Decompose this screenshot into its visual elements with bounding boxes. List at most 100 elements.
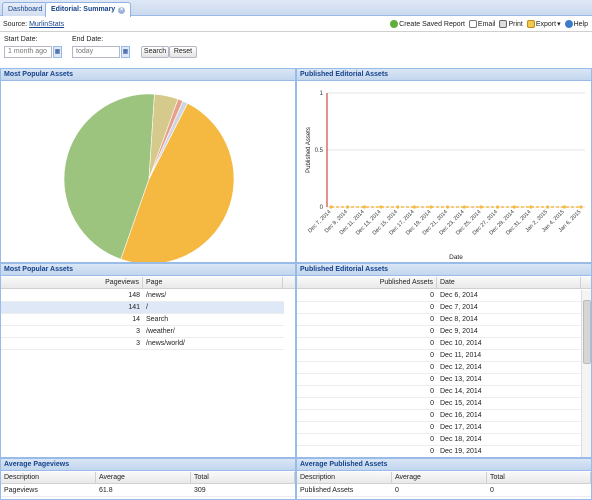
average-column-header[interactable]: Average [96,472,191,484]
pie-panel: Most Popular Assets [0,68,296,263]
tab-dashboard[interactable]: Dashboard [2,2,49,16]
data-point[interactable] [429,205,433,209]
published-assets-cell: 0 [430,328,434,335]
data-point[interactable] [479,205,483,209]
start-date-input[interactable]: 1 month ago [4,46,52,58]
y-axis-title: Published Assets [306,127,312,173]
date-column-header[interactable]: Date [437,277,581,289]
published-assets-cell: 0 [430,412,434,419]
table-row[interactable]: 0 Dec 17, 2014 [297,422,581,434]
data-point[interactable] [362,205,366,209]
y-tick-label: 0.5 [315,148,324,154]
printer-icon [499,20,508,28]
print-button[interactable]: Print [499,20,523,28]
table-row[interactable]: 0 Dec 19, 2014 [297,446,581,457]
pageviews-cell: 3 [136,328,140,335]
description-column-header[interactable]: Description [297,472,392,484]
source-link[interactable]: MurlinStats [29,21,65,28]
data-point[interactable] [329,205,333,209]
data-point[interactable] [562,205,566,209]
data-point[interactable] [379,205,383,209]
table-row[interactable]: 14 Search [1,314,284,326]
table-row[interactable]: 0 Dec 18, 2014 [297,434,581,446]
average-published-assets-panel: Average Published Assets Description Ave… [296,458,592,500]
average-cell: 0 [395,487,399,494]
create-saved-report-button[interactable]: Create Saved Report [390,20,465,28]
reset-button[interactable]: Reset [169,46,197,58]
published-assets-cell: 0 [430,448,434,455]
envelope-icon [468,20,477,28]
data-point[interactable] [462,205,466,209]
data-point[interactable] [446,205,450,209]
calendar-icon[interactable]: ▦ [121,46,130,58]
tab-dashboard-label: Dashboard [8,6,43,13]
table-row[interactable]: 3/weather/ [1,326,284,338]
data-point[interactable] [396,205,400,209]
average-published-assets-title: Average Published Assets [297,459,591,471]
description-column-header[interactable]: Description [1,472,96,484]
email-button[interactable]: Email [468,20,495,28]
help-icon [564,20,573,28]
date-cell: Dec 10, 2014 [440,340,482,347]
total-column-header[interactable]: Total [487,472,591,484]
table-row[interactable]: 0 Dec 12, 2014 [297,362,581,374]
data-point[interactable] [546,205,550,209]
description-cell: Pageviews [4,487,38,494]
pie-slice[interactable] [148,100,188,180]
tab-editorial-summary-label: Editorial: Summary [51,6,116,13]
close-icon[interactable]: × [118,7,126,14]
pageviews-column-header[interactable]: Pageviews [1,277,143,289]
export-button[interactable]: Export ▾ [526,20,561,28]
table-row[interactable]: 0 Dec 9, 2014 [297,326,581,338]
grid-header: Description Average Total [297,472,591,484]
page-column-header[interactable]: Page [143,277,283,289]
total-column-header[interactable]: Total [191,472,295,484]
scrollbar[interactable] [581,290,591,457]
calendar-icon[interactable]: ▦ [53,46,62,58]
published-assets-column-header[interactable]: Published Assets [297,277,437,289]
date-cell: Dec 17, 2014 [440,424,482,431]
help-label: Help [573,20,588,28]
published-assets-table-panel: Published Editorial Assets Published Ass… [296,263,592,458]
table-row[interactable]: 0 Dec 16, 2014 [297,410,581,422]
data-point[interactable] [579,205,583,209]
date-cell: Dec 13, 2014 [440,376,482,383]
published-assets-cell: 0 [430,436,434,443]
data-point[interactable] [412,205,416,209]
tab-editorial-summary[interactable]: Editorial: Summary × [45,2,132,17]
table-row[interactable]: Published Assets 0 0 [297,485,591,497]
date-cell: Dec 11, 2014 [440,352,482,359]
average-column-header[interactable]: Average [392,472,487,484]
help-button[interactable]: Help [564,20,588,28]
search-button[interactable]: Search [141,46,169,58]
table-row[interactable]: Pageviews 61.8 309 [1,485,295,497]
data-point[interactable] [496,205,500,209]
pie-slice[interactable] [120,102,235,263]
table-row[interactable]: 141 / [1,302,284,314]
export-icon [526,20,535,28]
table-row[interactable]: 0 Dec 8, 2014 [297,314,581,326]
table-row[interactable]: 0 Dec 15, 2014 [297,398,581,410]
table-row[interactable]: 0 Dec 10, 2014 [297,338,581,350]
table-row[interactable]: 0 Dec 7, 2014 [297,302,581,314]
data-point[interactable] [512,205,516,209]
table-row[interactable]: 148/news/ [1,290,284,302]
data-point[interactable] [346,205,350,209]
date-cell: Dec 9, 2014 [440,328,478,335]
page-cell: Search [146,316,169,323]
table-row[interactable]: 0 Dec 14, 2014 [297,386,581,398]
print-label: Print [508,20,523,28]
published-assets-cell: 0 [430,364,434,371]
chevron-down-icon: ▾ [557,21,561,28]
popular-assets-table-panel: Most Popular Assets Pageviews Page 148/n… [0,263,296,458]
pie-slice[interactable] [63,93,155,260]
table-row[interactable]: 0 Dec 13, 2014 [297,374,581,386]
create-saved-report-label: Create Saved Report [399,20,465,28]
report-toolbar: Source: MurlinStats Create Saved Report … [0,17,592,32]
table-row[interactable]: 0 Dec 11, 2014 [297,350,581,362]
end-date-input[interactable]: today [72,46,120,58]
scrollbar-thumb[interactable] [583,300,591,364]
data-point[interactable] [529,205,533,209]
table-row[interactable]: 0 Dec 6, 2014 [297,290,581,302]
table-row[interactable]: 3/news/world/ [1,338,284,350]
